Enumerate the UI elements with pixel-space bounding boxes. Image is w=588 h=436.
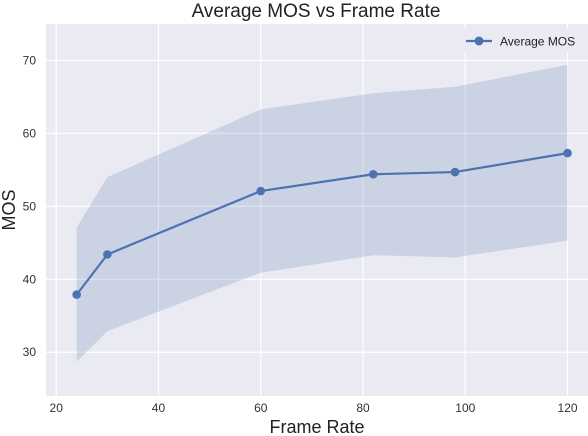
x-tick-label: 60 bbox=[254, 401, 268, 415]
y-axis-label: MOS bbox=[0, 189, 19, 230]
data-point bbox=[256, 186, 266, 196]
y-tick-label: 30 bbox=[23, 345, 37, 359]
y-tick-labels: 30 40 50 60 70 bbox=[23, 53, 37, 359]
legend-label: Average MOS bbox=[500, 35, 575, 49]
legend-box bbox=[458, 29, 584, 53]
y-tick-label: 60 bbox=[23, 126, 37, 140]
y-tick-label: 50 bbox=[23, 199, 37, 213]
x-tick-label: 40 bbox=[152, 401, 166, 415]
grid bbox=[46, 24, 588, 396]
data-point bbox=[368, 169, 378, 179]
x-axis-label: Frame Rate bbox=[269, 417, 364, 436]
x-tick-label: 80 bbox=[356, 401, 370, 415]
confidence-band bbox=[76, 64, 568, 362]
series-line-average-mos bbox=[75, 152, 568, 296]
chart-title: Average MOS vs Frame Rate bbox=[192, 1, 441, 22]
x-tick-label: 100 bbox=[455, 401, 475, 415]
legend-marker bbox=[474, 36, 484, 46]
data-point bbox=[103, 250, 112, 259]
plot-area bbox=[46, 24, 588, 396]
legend: Average MOS bbox=[458, 29, 584, 53]
data-point bbox=[450, 167, 460, 177]
y-tick-label: 40 bbox=[23, 272, 37, 286]
x-tick-label: 120 bbox=[558, 401, 578, 415]
series-markers bbox=[72, 148, 572, 299]
x-tick-label: 20 bbox=[50, 401, 64, 415]
y-tick-label: 70 bbox=[23, 53, 37, 67]
data-point bbox=[563, 148, 572, 158]
data-point bbox=[72, 290, 81, 299]
x-tick-labels: 20 40 60 80 100 120 bbox=[50, 401, 578, 415]
